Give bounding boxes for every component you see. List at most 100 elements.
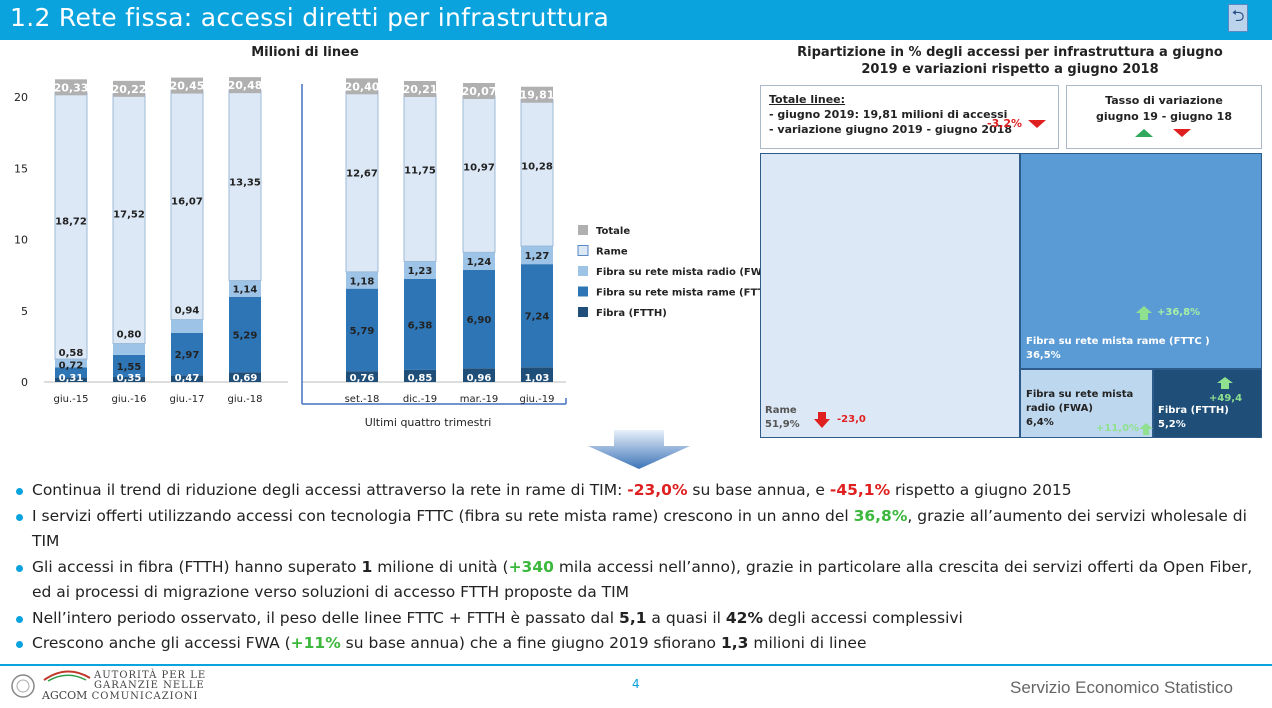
y-tick-label: 0 [21,376,28,389]
bullet-item: Nell’intero periodo osservato, il peso d… [16,606,1266,632]
y-tick-label: 20 [14,91,28,104]
bullet-item: Gli accessi in fibra (FTTH) hanno supera… [16,555,1266,606]
bar-segment [113,377,145,382]
total-box [521,86,553,103]
totals-change-value: -3,2% [987,117,1023,130]
up-arrow-icon [1139,423,1153,435]
totals-box: Totale linee: - giugno 2019: 19,81 milio… [760,85,1059,149]
total-label: 20,22 [112,83,147,96]
logo-acronym: AGCOM [42,689,88,702]
data-label: 1,03 [525,373,550,384]
y-tick-label: 10 [14,234,28,247]
agcom-logo-bottom: AGCOM COMUNICAZIONI [42,689,199,702]
treemap-cell-ftth: +49,4 Fibra (FTTH) 5,2% [1153,369,1262,438]
fttc-label: Fibra su rete mista rame (FTTC ) [1026,336,1210,347]
bar-segment [346,271,378,289]
data-label: 7,24 [525,312,550,323]
legend-label: Fibra su rete mista rame (FTTC) [596,288,760,299]
data-label: 10,28 [521,161,553,172]
x-tick-label: set.-18 [345,394,380,405]
bar-segment [170,90,204,321]
data-label: 1,24 [467,257,492,268]
bar-segment [55,359,87,368]
bar-segment [112,93,146,345]
legend-label: Rame [596,247,628,258]
bar-segment [228,89,262,282]
bar-segment [229,372,261,382]
rate-line1: Tasso di variazione [1105,94,1223,107]
total-label: 20,40 [345,80,380,93]
bar-segment [55,367,87,378]
legend-label: Fibra (FTTH) [596,308,667,319]
data-label: 11,75 [404,165,436,176]
page-title: 1.2 Rete fissa: accessi diretti per infr… [10,3,610,32]
legend-label: Totale [596,226,630,237]
bar-segment [521,367,553,382]
data-label: 5,79 [350,326,375,337]
footer-divider [0,664,1272,666]
bar-segment [404,261,436,279]
legend-swatch [578,286,588,297]
bar-segment [113,354,145,378]
bar-segment [463,252,495,270]
data-label: 0,69 [233,373,258,384]
totals-line-june: - giugno 2019: 19,81 milioni di accessi [769,108,1008,121]
x-tick-label: giu.-15 [54,394,89,405]
data-label: 0,80 [117,330,142,341]
rate-box: Tasso di variazione giugno 19 - giugno 1… [1066,85,1262,149]
bar-chart-title: Milioni di linee [251,45,359,60]
total-box [113,80,145,97]
totals-line-change: - variazione giugno 2019 - giugno 2018 [769,123,1013,136]
back-button[interactable]: ⮌ [1228,4,1248,32]
total-label: 19,81 [520,89,555,102]
bar-segment [229,296,261,373]
stacked-bar-chart: 0 5 10 15 20 Ultimi quattro trimestri 0,31 0,72… [14,77,760,429]
bar-segment [346,288,378,372]
data-label: 1,23 [408,266,433,277]
totals-heading: Totale linee: [769,93,846,106]
total-label: 20,21 [403,83,438,96]
ftth-label: Fibra (FTTH) [1158,405,1229,416]
y-tick-label: 15 [14,162,28,175]
treemap: Rame 51,9% -23,0 Fibra su rete mista ram… [760,153,1262,438]
logo-line2: GARANZIE NELLE [94,680,205,691]
total-label: 20,07 [462,85,497,98]
total-box [346,78,378,95]
return-arrow-icon: ⮌ [1231,5,1245,25]
data-label: 12,67 [346,169,378,180]
fwa-label: Fibra su rete mista radio (FWA) [1026,389,1134,414]
total-box [404,81,436,98]
data-label: 0,85 [408,373,433,384]
fwa-change: +11,0% [1096,423,1140,434]
bar-segment [229,280,261,297]
data-label: 0,58 [59,348,84,359]
bar-segment [171,375,203,382]
down-arrow-icon [1173,129,1191,137]
y-tick-label: 5 [21,305,28,318]
bullet-item: Continua il trend di riduzione degli acc… [16,478,1266,504]
data-label: 1,14 [233,285,258,296]
down-arrow-icon [1028,120,1046,128]
total-box [463,83,495,100]
down-arrow-icon [814,412,830,428]
legend-swatch [578,307,588,317]
bar-segment [171,332,203,376]
x-tick-label: mar.-19 [460,394,499,405]
treemap-cell-fttc: Fibra su rete mista rame (FTTC ) 36,5% +… [1020,153,1262,369]
service-name: Servizio Economico Statistico [1010,678,1233,697]
bullet-item: I servizi offerti utilizzando accessi co… [16,504,1266,555]
bar-segment [171,319,203,333]
legend-label: Fibra su rete mista radio (FWA) [596,267,760,278]
bar-segment [462,95,496,253]
bar-segment [520,99,554,247]
data-label: 13,35 [229,178,261,189]
bar-segment [521,264,553,368]
legend-swatch [577,245,589,256]
ftth-change: +49,4 [1209,393,1243,404]
rame-share: 51,9% [765,419,800,430]
total-box [55,79,87,96]
data-label: 16,07 [171,197,203,208]
x-tick-label: giu.-16 [112,394,147,405]
bar-segment [403,93,437,262]
bar-segment [521,246,553,265]
